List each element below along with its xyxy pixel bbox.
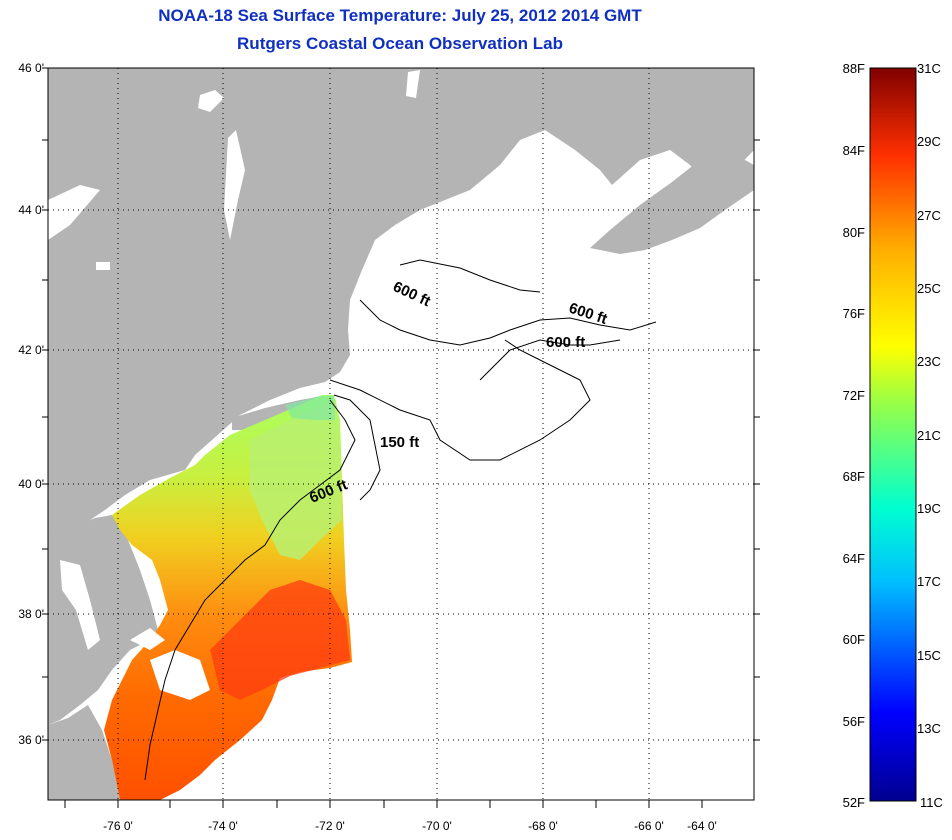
colorbar-f-label: 76F xyxy=(842,306,865,321)
lon-label: -66 0' xyxy=(634,819,664,833)
lon-label: -70 0' xyxy=(422,819,452,833)
colorbar-c-label: 11C xyxy=(920,795,943,810)
colorbar-c-label: 27C xyxy=(917,208,941,223)
colorbar-c-label: 31C xyxy=(917,61,941,76)
map-title: NOAA-18 Sea Surface Temperature: July 25… xyxy=(158,6,642,25)
colorbar-f-label: 60F xyxy=(842,632,865,647)
colorbar-c-label: 29C xyxy=(917,134,941,149)
colorbar-f-label: 64F xyxy=(842,551,865,566)
colorbar-c-label: 19C xyxy=(917,501,941,516)
colorbar-c-label: 15C xyxy=(917,648,941,663)
lat-label: 42 0' xyxy=(18,343,44,357)
colorbar-f-label: 68F xyxy=(842,469,865,484)
lat-label: 40 0' xyxy=(18,477,44,491)
land-nova-scotia xyxy=(590,152,754,254)
lon-label: -74 0' xyxy=(208,819,238,833)
colorbar-f-label: 72F xyxy=(842,388,865,403)
lat-label: 44 0' xyxy=(18,203,44,217)
colorbar-f-label: 52F xyxy=(842,795,865,810)
contour-label: 600 ft xyxy=(567,300,610,328)
colorbar-c-label: 21C xyxy=(917,428,941,443)
colorbar-f-label: 88F xyxy=(842,61,865,76)
map-frame xyxy=(47,67,755,801)
contour-label: 150 ft xyxy=(380,434,419,451)
colorbar-c-label: 13C xyxy=(917,721,941,736)
colorbar-c-label: 23C xyxy=(917,354,941,369)
contour-label: 600 ft xyxy=(546,334,585,351)
lon-label: -72 0' xyxy=(315,819,345,833)
colorbar-f-label: 56F xyxy=(842,714,865,729)
colorbar-c-label: 25C xyxy=(917,281,941,296)
colorbar-f-label: 80F xyxy=(842,225,865,240)
lat-label: 38 0' xyxy=(18,607,44,621)
lat-label: 46 0' xyxy=(18,61,44,75)
contour-label: 600 ft xyxy=(390,278,433,310)
colorbar xyxy=(869,67,917,802)
lon-label: -68 0' xyxy=(528,819,558,833)
lon-label: -76 0' xyxy=(103,819,133,833)
colorbar-f-label: 84F xyxy=(842,143,865,158)
lon-label: -64 0' xyxy=(687,819,717,833)
lat-label: 36 0' xyxy=(18,733,44,747)
map-subtitle: Rutgers Coastal Ocean Observation Lab xyxy=(237,34,563,53)
land-carolina xyxy=(48,705,120,800)
colorbar-c-label: 17C xyxy=(917,574,941,589)
land-north xyxy=(48,68,754,535)
